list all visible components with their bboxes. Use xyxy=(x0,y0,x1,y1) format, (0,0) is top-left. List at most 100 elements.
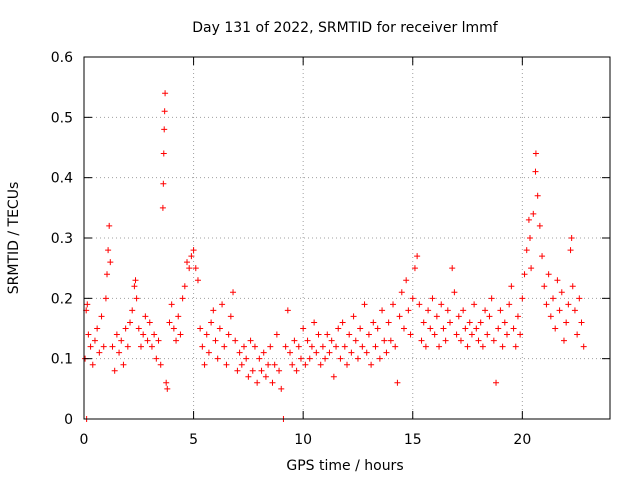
data-point xyxy=(394,379,401,386)
data-point xyxy=(326,349,333,356)
data-point xyxy=(357,325,364,332)
data-point xyxy=(359,343,366,350)
data-point xyxy=(273,331,280,338)
data-point xyxy=(322,355,329,362)
data-point xyxy=(251,343,258,350)
data-point xyxy=(181,283,188,290)
data-point xyxy=(315,331,322,338)
data-point xyxy=(173,337,180,344)
data-point xyxy=(440,325,447,332)
data-point xyxy=(116,349,123,356)
data-point xyxy=(534,192,541,199)
data-point xyxy=(238,361,245,368)
data-point xyxy=(260,349,267,356)
data-point xyxy=(328,337,335,344)
data-point xyxy=(368,361,375,368)
x-tick-label: 0 xyxy=(80,432,89,448)
data-point xyxy=(227,313,234,320)
x-tick-label: 5 xyxy=(189,432,198,448)
data-point xyxy=(547,313,554,320)
y-axis-label: SRMTID / TECUs xyxy=(6,182,22,295)
data-point xyxy=(317,361,324,368)
data-point xyxy=(497,307,504,314)
data-point xyxy=(142,313,149,320)
data-point xyxy=(91,337,98,344)
data-point xyxy=(501,319,508,326)
data-point xyxy=(396,313,403,320)
data-point xyxy=(258,367,265,374)
data-point xyxy=(512,343,519,350)
data-point xyxy=(372,343,379,350)
data-point xyxy=(416,301,423,308)
grid-lines xyxy=(84,57,610,419)
data-point xyxy=(179,295,186,302)
data-point xyxy=(223,361,230,368)
data-point xyxy=(473,325,480,332)
y-tick-label: 0.1 xyxy=(51,352,73,368)
data-point xyxy=(482,307,489,314)
data-point xyxy=(462,325,469,332)
data-point xyxy=(106,222,113,229)
data-point xyxy=(528,265,535,272)
data-point xyxy=(381,337,388,344)
data-point xyxy=(453,331,460,338)
data-point xyxy=(87,343,94,350)
data-point xyxy=(205,349,212,356)
data-point xyxy=(503,331,510,338)
data-point xyxy=(216,325,223,332)
data-point xyxy=(536,222,543,229)
data-point xyxy=(379,307,386,314)
data-point xyxy=(240,343,247,350)
data-point xyxy=(464,343,471,350)
data-point xyxy=(306,355,313,362)
data-point xyxy=(385,319,392,326)
data-point xyxy=(300,325,307,332)
y-axis: 0 0.1 0.2 0.3 0.4 0.5 0.6 xyxy=(51,50,610,428)
data-point xyxy=(146,319,153,326)
data-point xyxy=(558,289,565,296)
data-point xyxy=(163,379,170,386)
data-point xyxy=(120,361,127,368)
data-point xyxy=(304,337,311,344)
data-point xyxy=(455,313,462,320)
data-point xyxy=(350,313,357,320)
data-point xyxy=(438,301,445,308)
data-point xyxy=(409,295,416,302)
data-point xyxy=(124,343,131,350)
data-point xyxy=(571,307,578,314)
y-tick-label: 0.4 xyxy=(51,171,73,187)
data-point xyxy=(333,343,340,350)
data-point xyxy=(506,301,513,308)
data-point xyxy=(346,331,353,338)
data-point xyxy=(160,180,167,187)
data-point xyxy=(162,90,169,97)
data-point xyxy=(190,247,197,254)
data-point xyxy=(361,301,368,308)
data-point xyxy=(390,301,397,308)
data-point xyxy=(135,325,142,332)
data-point xyxy=(370,319,377,326)
data-point xyxy=(282,343,289,350)
data-point xyxy=(289,361,296,368)
data-point xyxy=(374,325,381,332)
data-point xyxy=(245,373,252,380)
y-tick-label: 0.3 xyxy=(51,231,73,247)
data-point xyxy=(161,126,168,133)
data-point xyxy=(153,355,160,362)
data-point xyxy=(411,265,418,272)
data-point xyxy=(85,331,92,338)
data-point xyxy=(313,349,320,356)
data-point xyxy=(102,295,109,302)
data-point xyxy=(308,343,315,350)
data-point xyxy=(477,319,484,326)
data-point xyxy=(96,349,103,356)
data-point xyxy=(203,331,210,338)
data-point xyxy=(514,313,521,320)
data-point xyxy=(403,277,410,284)
data-point xyxy=(580,343,587,350)
data-point xyxy=(486,313,493,320)
data-point xyxy=(479,343,486,350)
data-point xyxy=(352,337,359,344)
data-point xyxy=(194,277,201,284)
